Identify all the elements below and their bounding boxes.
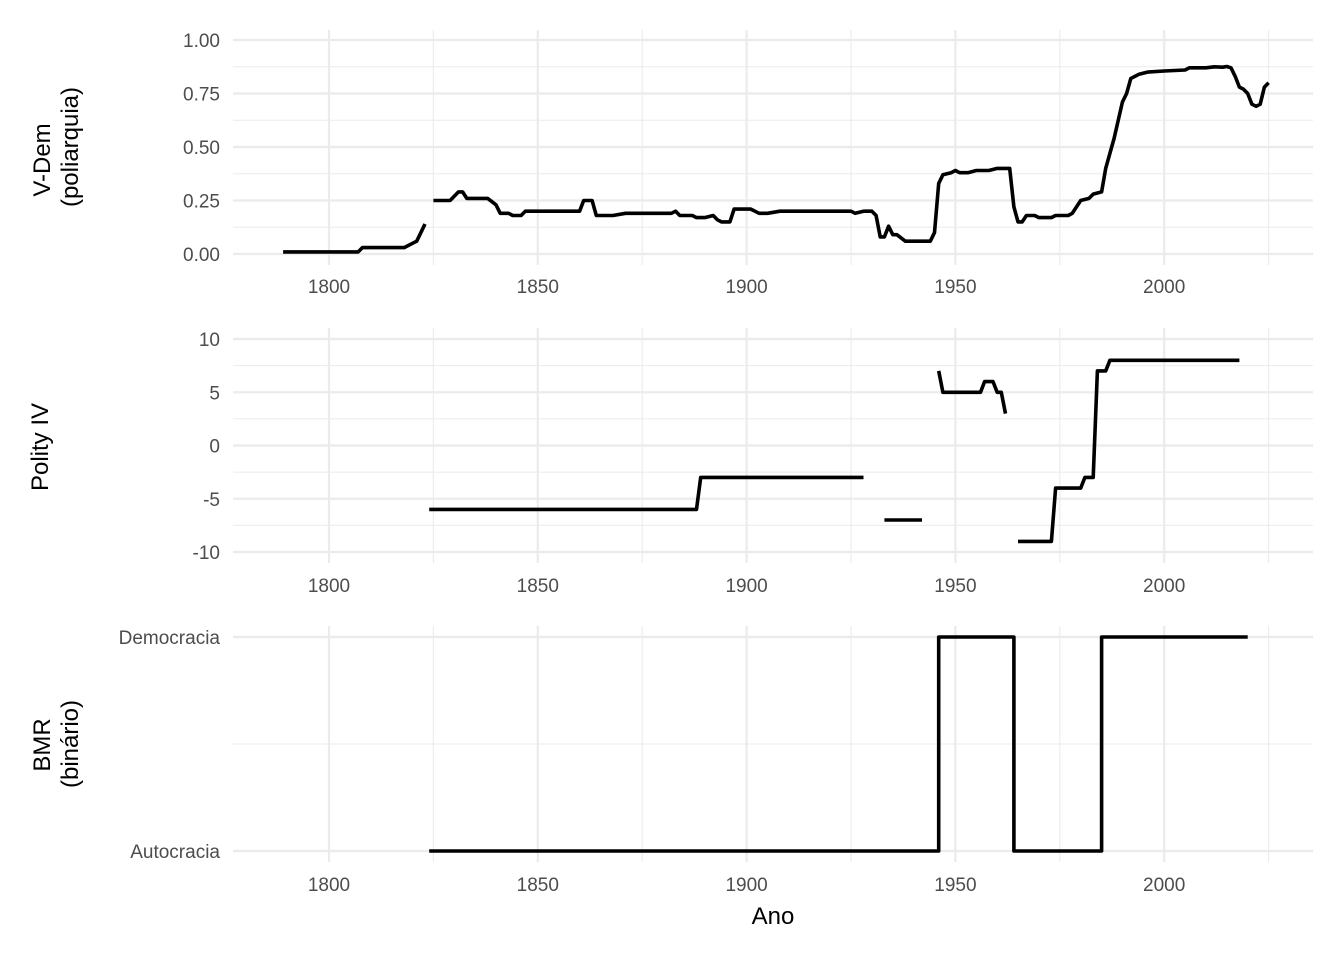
- y-tick-label: 5: [209, 383, 220, 404]
- x-tick-label: 1800: [308, 277, 350, 298]
- x-tick-label: 2000: [1143, 576, 1185, 597]
- x-tick-label: 1800: [308, 576, 350, 597]
- series-line: [429, 635, 1248, 853]
- series-line: [283, 223, 427, 254]
- ylabel-vdem-line2: (poliarquia): [57, 87, 84, 207]
- x-tick-label: 1850: [517, 277, 559, 298]
- series-line: [429, 475, 864, 512]
- y-tick-label: 1.00: [183, 31, 220, 52]
- panel-vdem: 0.00 0.25 0.50 0.75 1.00 1800 1850 1900 1950 2000: [183, 30, 1313, 298]
- series-line: [433, 64, 1270, 243]
- y-tick-label: Autocracia: [130, 842, 220, 863]
- y-tick-label: 10: [199, 330, 220, 351]
- xlabel: Ano: [752, 903, 795, 930]
- x-tick-label: 2000: [1143, 277, 1185, 298]
- x-tick-label: 1900: [725, 875, 767, 896]
- x-tick-label: 1900: [725, 277, 767, 298]
- x-tick-label: 2000: [1143, 875, 1185, 896]
- y-tick-label: 0.00: [183, 245, 220, 266]
- x-tick-label: 1950: [934, 277, 976, 298]
- x-tick-label: 1900: [725, 576, 767, 597]
- ylabel-vdem-line1: V-Dem: [29, 123, 56, 196]
- x-tick-label: 1850: [517, 875, 559, 896]
- y-tick-label: -10: [193, 543, 220, 564]
- series-line: [1018, 358, 1240, 544]
- y-tick-label: 0: [209, 437, 220, 458]
- ylabel-polity: Polity IV: [27, 403, 54, 491]
- y-tick-label: Democracia: [119, 628, 221, 649]
- y-tick-label: -5: [203, 490, 220, 511]
- x-tick-label: 1850: [517, 576, 559, 597]
- y-tick-label: 0.50: [183, 138, 220, 159]
- panel-polity: -10 -5 0 5 10 1800 1850 1900 1950 2000: [193, 328, 1313, 597]
- y-tick-label: 0.75: [183, 85, 220, 106]
- x-tick-label: 1950: [934, 576, 976, 597]
- ylabel-bmr-line2: (binário): [57, 700, 84, 788]
- x-tick-label: 1950: [934, 875, 976, 896]
- ylabel-bmr-line1: BMR: [29, 718, 56, 771]
- series-line: [936, 370, 1008, 414]
- panel-bmr: Autocracia Democracia 1800 1850 1900 1950 2000: [119, 626, 1313, 896]
- y-tick-label: 0.25: [183, 192, 220, 213]
- x-tick-label: 1800: [308, 875, 350, 896]
